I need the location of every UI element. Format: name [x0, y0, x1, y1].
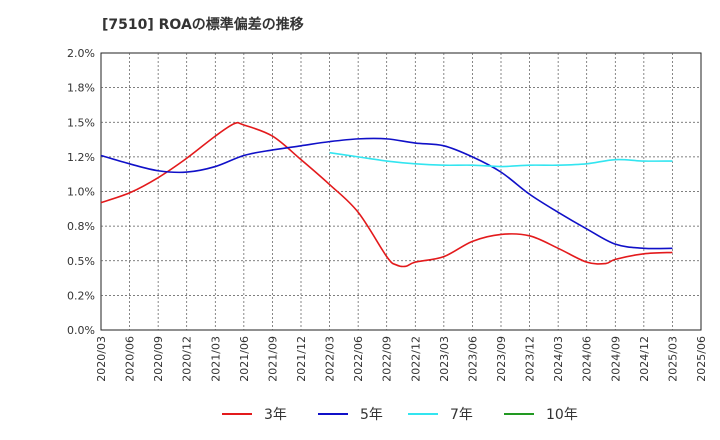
legend-label-3: 10年 [546, 407, 578, 423]
y-tick-label: 0.8% [67, 220, 95, 233]
x-tick-label: 2025/06 [695, 336, 708, 382]
series-layer [100, 121, 673, 268]
y-axis-ticks: 0.0% 0.2% 0.5% 0.8% 1.0% 1.2% 1.5% 1.8% 2.0% [67, 47, 95, 337]
legend-label-0: 3年 [264, 407, 287, 423]
x-tick-label: 2024/12 [638, 336, 651, 382]
series-line-2 [329, 151, 673, 168]
x-tick-label: 2022/03 [324, 336, 337, 382]
x-tick-label: 2025/03 [666, 336, 679, 382]
x-tick-label: 2024/09 [609, 336, 622, 382]
x-tick-label: 2021/09 [266, 336, 279, 382]
y-tick-label: 0.2% [67, 289, 95, 302]
x-tick-label: 2023/06 [466, 336, 479, 382]
x-tick-label: 2021/03 [209, 336, 222, 382]
series-line-1 [100, 137, 673, 250]
chart-title: [7510] ROAの標準偏差の推移 [102, 17, 304, 33]
x-tick-label: 2023/03 [438, 336, 451, 382]
y-tick-label: 1.5% [67, 116, 95, 129]
y-tick-label: 0.0% [67, 324, 95, 337]
x-tick-label: 2021/06 [238, 336, 251, 382]
x-axis-ticks: 2020/03 2020/06 2020/09 2020/12 2021/03 2021/… [95, 336, 708, 382]
x-tick-label: 2020/09 [152, 336, 165, 382]
y-tick-label: 0.5% [67, 255, 95, 268]
x-tick-label: 2024/03 [552, 336, 565, 382]
x-tick-label: 2024/06 [581, 336, 594, 382]
x-tick-label: 2020/12 [181, 336, 194, 382]
x-tick-label: 2023/12 [524, 336, 537, 382]
x-tick-label: 2023/09 [495, 336, 508, 382]
x-tick-label: 2022/09 [381, 336, 394, 382]
x-tick-label: 2022/06 [352, 336, 365, 382]
series-line-0 [100, 121, 673, 268]
legend-label-2: 7年 [450, 407, 473, 423]
y-tick-label: 1.0% [67, 186, 95, 199]
x-tick-label: 2020/06 [124, 336, 137, 382]
x-tick-label: 2020/03 [95, 336, 108, 382]
y-tick-label: 2.0% [67, 47, 95, 60]
y-tick-label: 1.2% [67, 151, 95, 164]
legend-label-1: 5年 [360, 407, 383, 423]
x-tick-label: 2022/12 [409, 336, 422, 382]
legend: 3年 5年 7年 10年 [222, 407, 578, 423]
x-tick-label: 2021/12 [295, 336, 308, 382]
y-tick-label: 1.8% [67, 82, 95, 95]
grid-layer [101, 53, 701, 330]
